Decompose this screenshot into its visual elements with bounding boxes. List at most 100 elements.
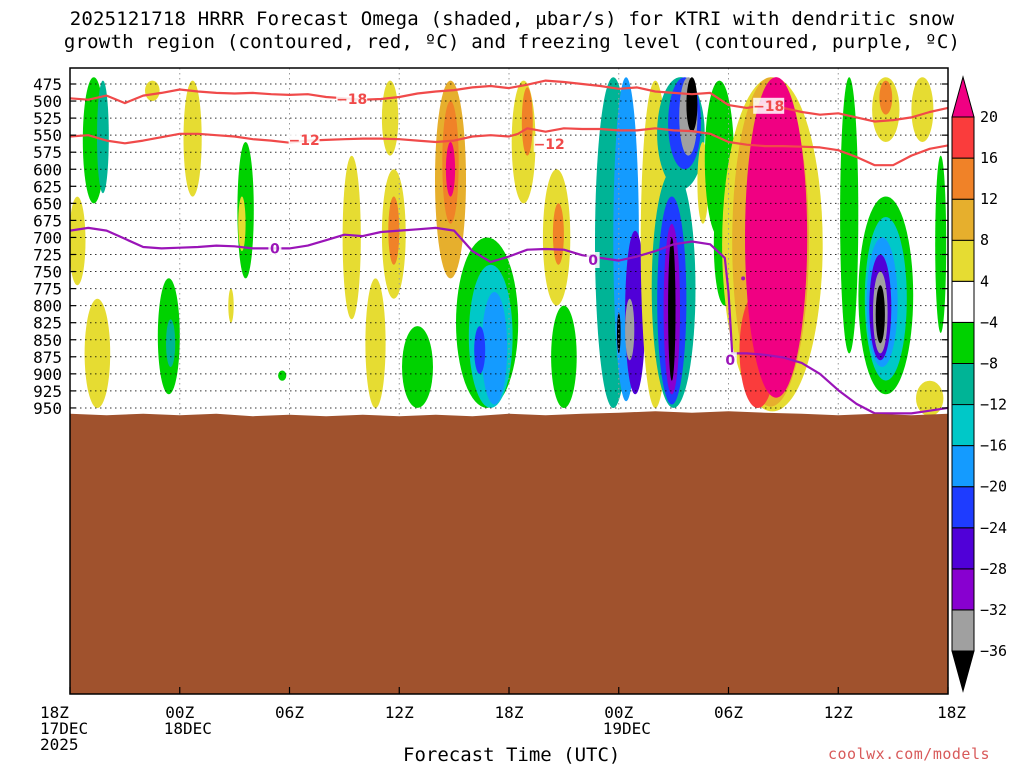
colorbar-label: 20: [980, 108, 998, 126]
x-tick-label: 06Z: [275, 703, 304, 722]
omega-region-9: [238, 196, 246, 252]
omega-region-4: [183, 80, 202, 197]
x-tick-label: 17DEC: [40, 719, 88, 738]
omega-region-53: [879, 80, 893, 115]
y-tick-label: 900: [33, 365, 62, 384]
y-tick-label: 775: [33, 280, 62, 299]
x-tick-label: 18Z: [40, 703, 69, 722]
omega-region-33: [625, 298, 635, 361]
omega-region-28: [552, 203, 564, 265]
colorbar-label: 8: [980, 231, 989, 249]
colorbar-bin-2: [951, 527, 975, 570]
y-tick-label: 475: [33, 75, 62, 94]
colorbar-label: −8: [980, 355, 998, 373]
y-tick-label: 525: [33, 109, 62, 128]
colorbar-bin-5: [951, 404, 975, 447]
y-tick-label: 600: [33, 160, 62, 179]
x-tick-label: 12Z: [385, 703, 414, 722]
contour-layer: −18 −12 −18 −12 0 0 0: [70, 79, 948, 415]
contour-label-0: −18: [336, 92, 367, 108]
x-tick-label: 18Z: [937, 703, 966, 722]
contour-line-1: [70, 127, 948, 167]
colorbar-label: −32: [980, 601, 1007, 619]
omega-region-23: [481, 292, 508, 405]
contour-label-2: −18: [753, 99, 784, 115]
y-axis: 4755005255505756006256506757007257507758…: [33, 75, 948, 418]
colorbar-bin-9: [951, 239, 975, 282]
omega-region-11: [278, 370, 287, 381]
x-tick-label: 00Z: [604, 703, 633, 722]
y-tick-label: 625: [33, 177, 62, 196]
omega-region-62: [916, 380, 944, 417]
colorbar-bin-7: [951, 321, 975, 364]
contour-line-0: [70, 79, 948, 123]
y-tick-label: 825: [33, 314, 62, 333]
contour-label-3: −12: [534, 137, 565, 153]
x-tick-label: 18DEC: [164, 719, 212, 738]
contour-label-5: 0: [588, 253, 598, 269]
contour-label-bg-3: [533, 136, 565, 152]
colorbar-bin-below: [951, 650, 975, 693]
contour-label-bg-4: [268, 240, 282, 257]
colorbar-label: 4: [980, 272, 989, 290]
contour-label-1: −12: [288, 133, 319, 149]
omega-region-3: [70, 196, 86, 286]
y-tick-label: 550: [33, 126, 62, 145]
y-tick-label: 950: [33, 399, 62, 418]
colorbar-bin-6: [951, 363, 975, 406]
colorbar-bin-0: [951, 609, 975, 652]
colorbar-bin-12: [951, 116, 975, 159]
omega-region-39: [668, 237, 676, 381]
terrain-layer: [70, 411, 948, 694]
x-tick-label: 19DEC: [603, 719, 651, 738]
x-tick-label: 00Z: [165, 703, 194, 722]
contour-label-bg-6: [723, 352, 737, 369]
omega-region-1: [97, 80, 109, 194]
omega-region-34: [617, 312, 621, 354]
omega-region-24: [474, 326, 486, 374]
omega-region-26: [521, 87, 533, 156]
contour-label-6: 0: [725, 353, 735, 369]
colorbar-bin-above: [951, 75, 975, 118]
y-tick-label: 925: [33, 382, 62, 401]
omega-region-16: [365, 278, 386, 409]
colorbar-label: −36: [980, 642, 1007, 660]
freezing-level-dot: [741, 276, 746, 281]
colorbar: 20 16 12 8 4 −4 −8 −12 −16 −20 −24 −28 −32 −36: [951, 75, 1007, 693]
x-axis-title: Forecast Time (UTC): [403, 744, 621, 766]
colorbar-label: −12: [980, 396, 1007, 414]
contour-label-bg-2: [753, 97, 785, 114]
colorbar-label: −20: [980, 478, 1007, 496]
x-tick-label: 06Z: [714, 703, 743, 722]
omega-region-2: [145, 80, 160, 102]
y-tick-label: 675: [33, 211, 62, 230]
omega-region-60: [875, 285, 885, 344]
contour-label-bg-0: [336, 91, 368, 107]
colorbar-bin-8: [951, 280, 975, 323]
omega-region-54: [911, 77, 934, 142]
credit-text: coolwx.com/models: [828, 745, 991, 763]
colorbar-bin-1: [951, 568, 975, 611]
omega-region-12: [342, 155, 361, 320]
y-tick-label: 800: [33, 297, 62, 316]
colorbar-bin-4: [951, 445, 975, 488]
y-tick-label: 700: [33, 229, 62, 248]
colorbar-bin-3: [951, 486, 975, 529]
colorbar-label: −28: [980, 560, 1007, 578]
omega-region-17: [402, 326, 433, 408]
x-tick-label: 2025: [40, 735, 79, 754]
omega-region-29: [551, 305, 577, 408]
y-tick-label: 650: [33, 194, 62, 213]
y-tick-label: 500: [33, 92, 62, 111]
colorbar-bin-10: [951, 198, 975, 241]
contour-label-bg-1: [288, 131, 320, 148]
y-tick-label: 850: [33, 331, 62, 350]
chart-title-line-2: growth region (contoured, red, ºC) and f…: [63, 31, 961, 53]
contour-label-4: 0: [270, 241, 280, 257]
omega-region-7: [166, 319, 176, 368]
omega-region-51: [840, 77, 859, 354]
x-tick-label: 12Z: [824, 703, 853, 722]
terrain-fill: [70, 411, 948, 694]
